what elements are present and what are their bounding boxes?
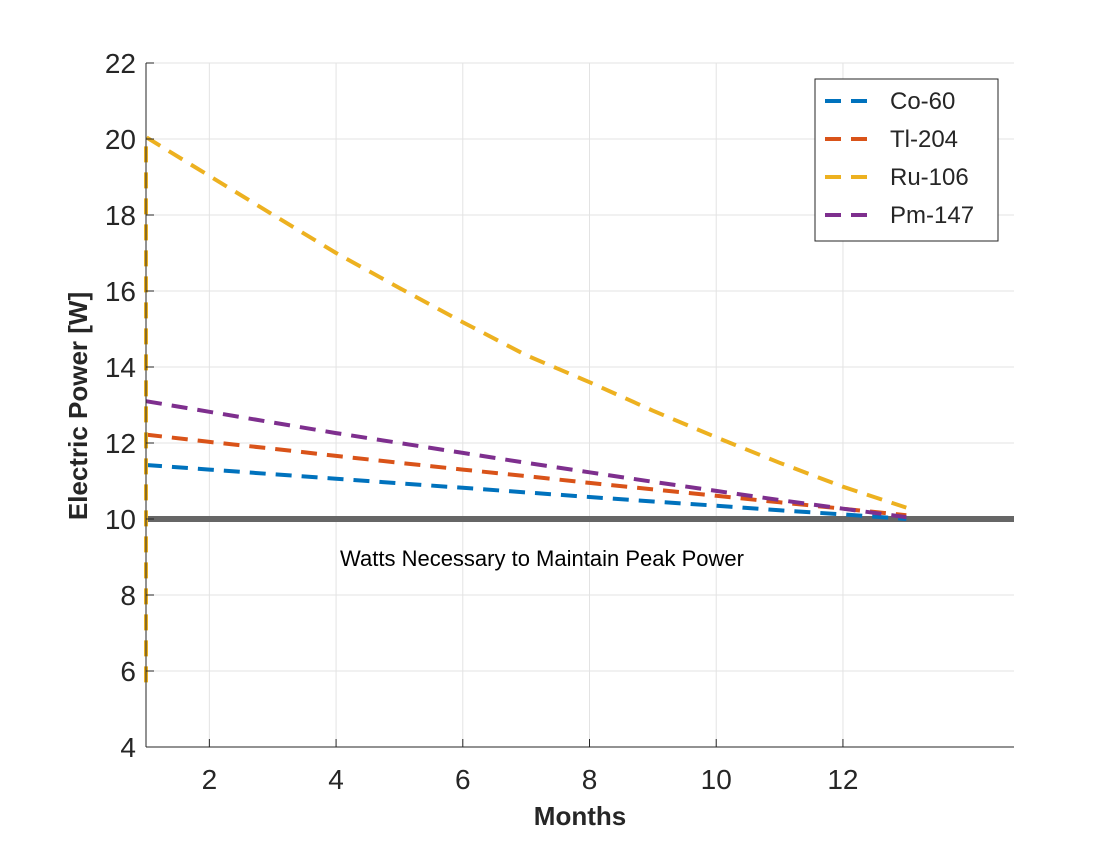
x-tick-label: 4 (328, 764, 344, 795)
x-tick-label: 10 (701, 764, 732, 795)
y-tick-label: 22 (105, 48, 136, 79)
series-group (144, 135, 907, 683)
y-tick-label: 16 (105, 276, 136, 307)
x-tick-label: 2 (202, 764, 218, 795)
legend-box (814, 78, 999, 242)
x-tick-label: 12 (827, 764, 858, 795)
series-line-co-60 (145, 463, 907, 521)
x-tick-label: 6 (455, 764, 471, 795)
series-line-ru-106 (144, 135, 907, 683)
tick-labels: 2 4 6 8 10 12 4 6 8 10 12 14 16 18 20 22 (105, 48, 859, 795)
y-tick-label: 18 (105, 200, 136, 231)
legend-label-tl-204: Tl-204 (890, 126, 958, 153)
series-line-tl-204 (145, 432, 907, 518)
legend-label-co-60: Co-60 (890, 88, 955, 115)
y-tick-label: 20 (105, 124, 136, 155)
axes (145, 62, 1014, 748)
x-tick-label: 8 (582, 764, 598, 795)
y-tick-label: 6 (120, 656, 136, 687)
x-axis-title: Months (534, 801, 626, 831)
legend: Co-60 Tl-204 Ru-106 Pm-147 (814, 78, 999, 242)
reference-line-label: Watts Necessary to Maintain Peak Power (340, 546, 744, 571)
legend-label-pm-147: Pm-147 (890, 202, 974, 229)
y-tick-label: 14 (105, 352, 136, 383)
y-tick-label: 8 (120, 580, 136, 611)
legend-label-ru-106: Ru-106 (890, 164, 969, 191)
y-tick-label: 12 (105, 428, 136, 459)
y-tick-label: 10 (105, 504, 136, 535)
series-line-pm-147 (145, 399, 907, 520)
y-tick-label: 4 (120, 732, 136, 763)
y-axis-title: Electric Power [W] (63, 292, 93, 520)
